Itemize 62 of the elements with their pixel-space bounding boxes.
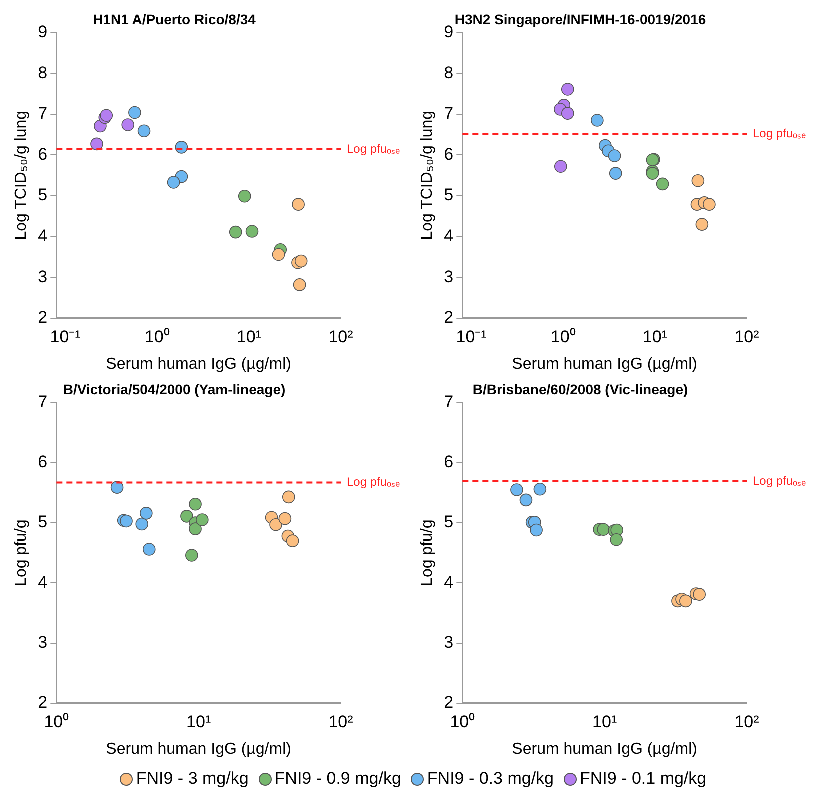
y-tick-label: 3 — [444, 632, 454, 652]
ref-line-label: Log pfuₒₛₑ — [347, 475, 401, 490]
y-tick-label: 7 — [444, 104, 454, 124]
y-tick-label: 2 — [38, 308, 48, 328]
y-tick-label: 7 — [38, 104, 48, 124]
y-tick-label: 6 — [38, 452, 48, 472]
x-tick-label: 10⁻¹ — [456, 327, 488, 346]
x-tick-label: 10¹ — [592, 712, 618, 732]
x-tick-label: 10¹ — [186, 712, 212, 732]
legend-label: FNI9 - 3 mg/kg — [136, 769, 249, 789]
y-tick-label: 7 — [444, 392, 454, 412]
y-tick-label: 6 — [444, 144, 454, 164]
legend-label: FNI9 - 0.9 mg/kg — [274, 769, 402, 789]
y-tick-label: 7 — [38, 392, 48, 412]
y-tick-label: 9 — [444, 22, 454, 42]
y-tick-label: 4 — [38, 226, 48, 246]
y-tick-label: 4 — [444, 226, 454, 246]
x-tick-label: 10² — [328, 327, 354, 346]
x-tick-label: 10¹ — [236, 327, 262, 346]
x-tick-label: 10⁰ — [550, 327, 576, 346]
chart-title: B/Brisbane/60/2008 (Vic-lineage) — [472, 381, 688, 398]
y-tick-label: 5 — [38, 512, 48, 532]
y-tick-label: 3 — [38, 267, 48, 286]
ref-line-label: Log pfuₒₛₑ — [753, 126, 807, 140]
y-axis-title: Log pfu/g — [13, 520, 30, 586]
legend-label: FNI9 - 0.3 mg/kg — [427, 769, 554, 789]
legend-label: FNI9 - 0.1 mg/kg — [580, 769, 707, 789]
y-tick-label: 4 — [444, 572, 454, 592]
y-axis-title: Log pfu/g — [419, 520, 436, 586]
y-tick-label: 6 — [444, 452, 454, 472]
y-tick-label: 3 — [444, 267, 454, 286]
y-tick-label: 8 — [444, 63, 454, 82]
x-tick-label: 10² — [734, 327, 760, 346]
x-tick-label: 10⁰ — [450, 712, 476, 732]
y-tick-label: 3 — [38, 632, 48, 652]
ref-line-label: Log pfuₒₛₑ — [347, 142, 401, 156]
chart-title: H3N2 Singapore/INFIMH-16-0019/2016 — [454, 11, 706, 28]
x-axis-title: Serum human IgG (µg/ml) — [512, 356, 698, 373]
x-tick-label: 10⁰ — [144, 327, 170, 346]
ref-line-label: Log pfuₒₛₑ — [753, 474, 807, 488]
x-tick-label: 10⁻¹ — [50, 327, 82, 346]
x-tick-label: 10² — [328, 712, 354, 732]
x-tick-label: 10⁰ — [44, 712, 70, 732]
y-tick-label: 5 — [444, 186, 454, 205]
chart-title: B/Victoria/504/2000 (Yam-lineage) — [63, 381, 286, 398]
x-tick-label: 10² — [734, 712, 760, 732]
y-tick-label: 2 — [38, 693, 48, 712]
y-tick-label: 4 — [38, 572, 48, 592]
y-axis-title: Log TCID₅₀/g lung — [13, 110, 30, 240]
y-tick-label: 2 — [444, 693, 454, 712]
y-tick-label: 5 — [444, 512, 454, 532]
x-axis-title: Serum human IgG (µg/ml) — [106, 356, 292, 373]
y-tick-label: 2 — [444, 308, 454, 328]
x-axis-title: Serum human IgG (µg/ml) — [106, 740, 292, 758]
y-tick-label: 6 — [38, 144, 48, 164]
y-axis-title: Log TCID₅₀/g lung — [419, 110, 436, 240]
x-tick-label: 10¹ — [642, 327, 668, 346]
y-tick-label: 8 — [38, 63, 48, 82]
y-tick-label: 9 — [38, 22, 48, 42]
x-axis-title: Serum human IgG (µg/ml) — [512, 740, 698, 758]
y-tick-label: 5 — [38, 186, 48, 205]
chart-title: H1N1 A/Puerto Rico/8/34 — [93, 11, 256, 28]
